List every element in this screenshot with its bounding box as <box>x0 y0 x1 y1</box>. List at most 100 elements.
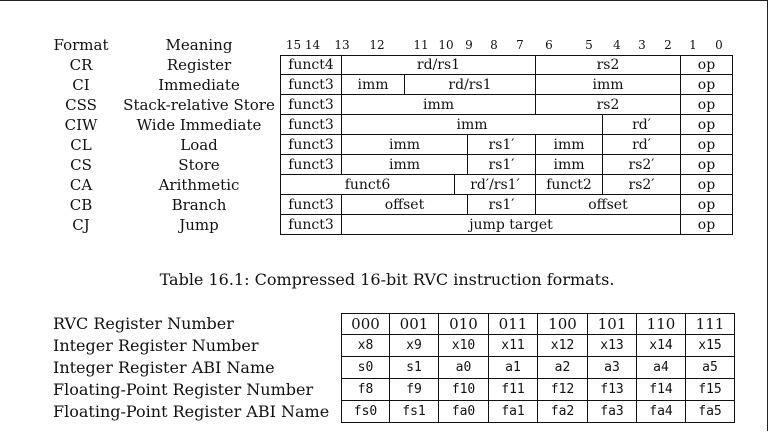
register-cell: 010 <box>439 313 489 335</box>
encoding-field: funct3 <box>280 95 342 115</box>
encoding-field: op <box>681 195 733 215</box>
format-meaning: Stack-relative Store <box>123 96 275 114</box>
encoding-field: funct4 <box>280 55 342 75</box>
register-cell: f14 <box>637 379 686 401</box>
format-meaning: Immediate <box>158 76 240 94</box>
encoding-field: rd/rs1 <box>405 75 536 95</box>
format-name: CB <box>69 196 93 214</box>
format-name: CIW <box>64 116 98 134</box>
register-cell: s0 <box>341 357 390 379</box>
register-cell: fa1 <box>489 401 538 423</box>
format-meaning: Store <box>178 156 220 174</box>
bit-number: 3 <box>638 38 646 52</box>
register-cell: x14 <box>637 335 686 357</box>
register-cell: f12 <box>538 379 588 401</box>
register-cell: fa3 <box>588 401 637 423</box>
bit-number: 12 <box>369 38 385 52</box>
encoding-field: rs1′ <box>468 195 536 215</box>
encoding-field: rd/rs1 <box>342 55 536 75</box>
encoding-field: rs2 <box>536 95 681 115</box>
table-caption: Table 16.1: Compressed 16-bit RVC instru… <box>159 270 615 289</box>
bit-number: 13 <box>334 38 350 52</box>
encoding-field: op <box>681 75 733 95</box>
register-cell: x13 <box>588 335 637 357</box>
register-cell: fa0 <box>439 401 489 423</box>
register-row-label: Integer Register ABI Name <box>53 358 275 377</box>
bit-number: 6 <box>545 38 553 52</box>
encoding-field: op <box>681 215 733 235</box>
encoding-field: imm <box>342 135 468 155</box>
encoding-field: rs2′ <box>603 175 681 195</box>
encoding-field: imm <box>536 135 603 155</box>
register-cell: 111 <box>686 313 735 335</box>
register-cell: a3 <box>588 357 637 379</box>
bit-number: 15 14 <box>285 38 321 52</box>
register-cell: a5 <box>686 357 735 379</box>
register-cell: 011 <box>489 313 538 335</box>
register-cell: x11 <box>489 335 538 357</box>
encoding-field: rd′/rs1′ <box>455 175 536 195</box>
format-meaning: Jump <box>179 216 219 234</box>
encoding-field: funct2 <box>536 175 603 195</box>
encoding-field: op <box>681 155 733 175</box>
encoding-field: imm <box>342 115 603 135</box>
bit-number: 1 <box>689 38 697 52</box>
encoding-field: rs2 <box>536 55 681 75</box>
register-cell: s1 <box>390 357 439 379</box>
register-cell: 001 <box>390 313 439 335</box>
encoding-field: funct3 <box>280 115 342 135</box>
encoding-field: funct3 <box>280 155 342 175</box>
encoding-field: imm <box>342 155 468 175</box>
format-meaning: Register <box>166 56 232 74</box>
header-meaning: Meaning <box>165 36 233 54</box>
encoding-field: op <box>681 55 733 75</box>
register-cell: 110 <box>637 313 686 335</box>
bit-number: 0 <box>715 38 723 52</box>
encoding-field: imm <box>536 155 603 175</box>
encoding-field: op <box>681 135 733 155</box>
bit-number: 11 <box>413 38 429 52</box>
format-meaning: Arithmetic <box>158 176 240 194</box>
format-name: CJ <box>72 216 90 234</box>
format-name: CL <box>70 136 92 154</box>
encoding-field: offset <box>536 195 681 215</box>
register-cell: f10 <box>439 379 489 401</box>
encoding-field: funct6 <box>280 175 455 195</box>
bit-number: 5 <box>585 38 593 52</box>
format-name: CA <box>69 176 93 194</box>
encoding-field: rd′ <box>603 115 681 135</box>
format-name: CSS <box>65 96 97 114</box>
encoding-field: funct3 <box>280 135 342 155</box>
encoding-field: offset <box>342 195 468 215</box>
register-row-label: Floating-Point Register ABI Name <box>53 402 330 421</box>
encoding-field: op <box>681 115 733 135</box>
format-name: CR <box>69 56 93 74</box>
register-cell: 000 <box>341 313 390 335</box>
register-cell: a4 <box>637 357 686 379</box>
register-cell: f13 <box>588 379 637 401</box>
format-name: CI <box>72 76 90 94</box>
register-cell: x12 <box>538 335 588 357</box>
encoding-field: rs1′ <box>468 155 536 175</box>
header-format: Format <box>53 36 109 54</box>
format-name: CS <box>70 156 92 174</box>
register-cell: x8 <box>341 335 390 357</box>
bit-number: 8 <box>490 38 498 52</box>
encoding-field: op <box>681 95 733 115</box>
register-row-label: RVC Register Number <box>53 314 234 333</box>
register-cell: fs1 <box>390 401 439 423</box>
bit-number: 7 <box>516 38 524 52</box>
register-cell: 101 <box>588 313 637 335</box>
encoding-field: funct3 <box>280 215 342 235</box>
format-meaning: Wide Immediate <box>136 116 262 134</box>
bit-number: 2 <box>664 38 672 52</box>
register-cell: fa2 <box>538 401 588 423</box>
register-cell: fa5 <box>686 401 735 423</box>
register-cell: f8 <box>341 379 390 401</box>
register-cell: f9 <box>390 379 439 401</box>
encoding-field: funct3 <box>280 195 342 215</box>
register-row-label: Integer Register Number <box>53 336 259 355</box>
encoding-field: rd′ <box>603 135 681 155</box>
encoding-field: funct3 <box>280 75 342 95</box>
